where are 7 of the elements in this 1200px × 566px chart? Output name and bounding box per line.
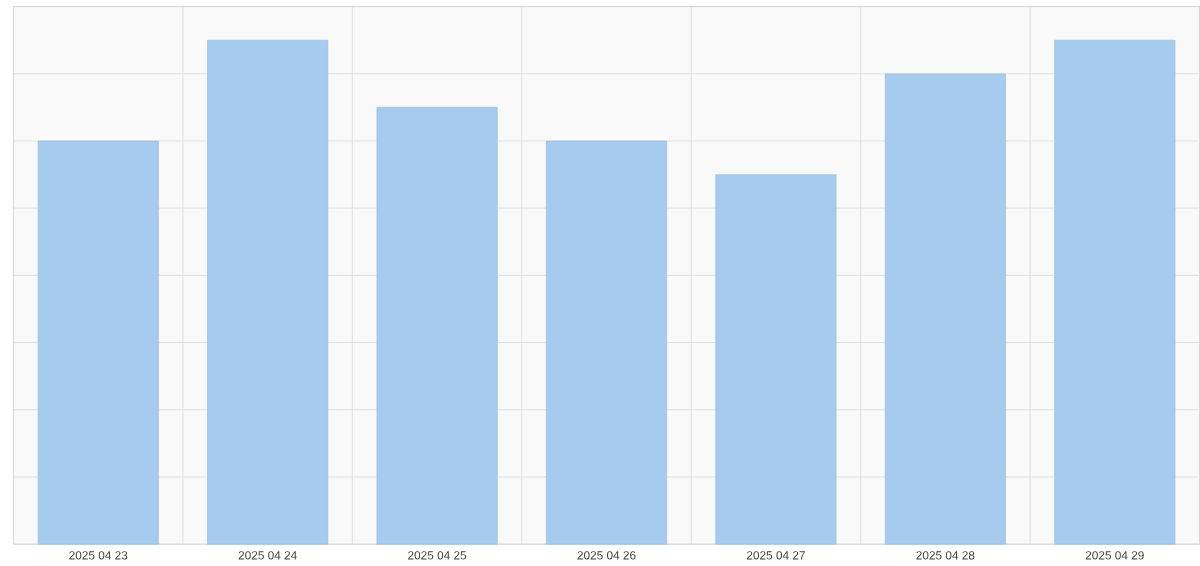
bar <box>546 140 667 545</box>
bar <box>207 39 329 545</box>
bar <box>376 106 498 545</box>
bar <box>715 174 837 545</box>
bar <box>37 140 159 545</box>
bar <box>884 73 1006 545</box>
bar <box>1054 39 1176 545</box>
